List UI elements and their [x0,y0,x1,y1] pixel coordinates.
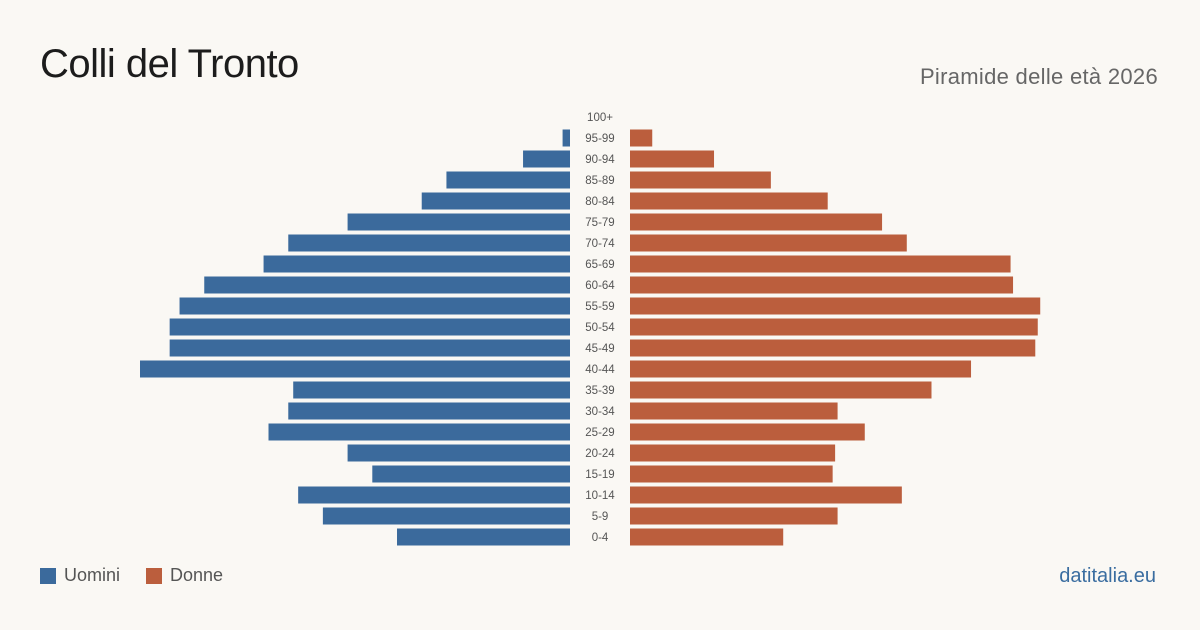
age-label-90-94: 90-94 [585,154,615,166]
bar-male-10-14 [298,486,570,504]
legend-swatch-male [40,567,56,584]
bar-male-30-34 [288,402,570,420]
bar-male-15-19 [372,465,570,483]
bar-female-0-4 [630,528,784,546]
legend-item-male: Uomini [40,565,120,586]
legend-swatch-female [146,567,163,584]
age-label-100+: 100+ [587,112,613,124]
age-label-40-44: 40-44 [585,364,615,376]
bar-male-75-79 [347,213,570,231]
bar-male-50-54 [169,318,571,336]
bar-female-25-29 [630,423,865,441]
bar-female-20-24 [630,444,836,462]
age-label-45-49: 45-49 [585,343,614,355]
age-label-25-29: 25-29 [585,427,614,439]
bar-female-85-89 [630,171,771,189]
bar-male-5-9 [322,507,570,525]
bar-male-40-44 [140,360,570,378]
bar-male-0-4 [397,528,570,546]
bar-female-90-94 [630,150,715,168]
age-label-60-64: 60-64 [585,280,615,292]
age-label-85-89: 85-89 [585,175,614,187]
bar-male-90-94 [523,150,570,168]
chart-subtitle: Piramide delle età 2026 [919,64,1158,89]
bar-female-75-79 [630,213,883,231]
bar-female-80-84 [630,192,828,210]
bar-male-95-99 [562,129,570,147]
legend-label-female: Donne [170,565,224,585]
bar-male-25-29 [268,423,570,441]
bar-female-30-34 [630,402,838,420]
age-label-65-69: 65-69 [585,259,614,271]
bar-female-45-49 [630,339,1036,357]
bar-female-15-19 [630,465,833,483]
bar-female-50-54 [630,318,1038,336]
age-label-30-34: 30-34 [585,406,615,418]
bar-female-35-39 [630,381,932,399]
bar-female-5-9 [630,507,838,525]
bar-female-10-14 [630,486,902,504]
bar-female-60-64 [630,276,1014,294]
age-label-70-74: 70-74 [585,238,615,250]
bar-male-20-24 [347,444,570,462]
chart-title: Colli del Tronto [40,42,299,86]
age-label-80-84: 80-84 [585,196,615,208]
age-label-5-9: 5-9 [592,511,609,523]
bar-male-70-74 [288,234,570,252]
age-label-50-54: 50-54 [585,322,615,334]
age-label-15-19: 15-19 [585,469,614,481]
age-label-35-39: 35-39 [585,385,614,397]
age-label-55-59: 55-59 [585,301,614,313]
age-label-20-24: 20-24 [585,448,615,460]
bar-male-35-39 [293,381,570,399]
bar-male-55-59 [179,297,571,315]
bar-male-45-49 [169,339,571,357]
bar-male-60-64 [204,276,570,294]
age-label-75-79: 75-79 [585,217,614,229]
legend-label-male: Uomini [64,565,121,585]
bar-female-70-74 [630,234,907,252]
legend-item-female: Donne [146,565,223,586]
age-label-0-4: 0-4 [592,532,609,544]
bar-female-55-59 [630,297,1041,315]
bar-female-40-44 [630,360,972,378]
bar-male-65-69 [263,255,570,273]
age-label-95-99: 95-99 [585,133,614,145]
bar-male-80-84 [421,192,570,210]
bar-female-65-69 [630,255,1011,273]
bar-female-95-99 [630,129,653,147]
age-label-10-14: 10-14 [585,490,615,502]
source-link[interactable]: datitalia.eu [1059,565,1156,587]
bar-male-85-89 [446,171,570,189]
legend: Uomini Donne [40,565,249,586]
